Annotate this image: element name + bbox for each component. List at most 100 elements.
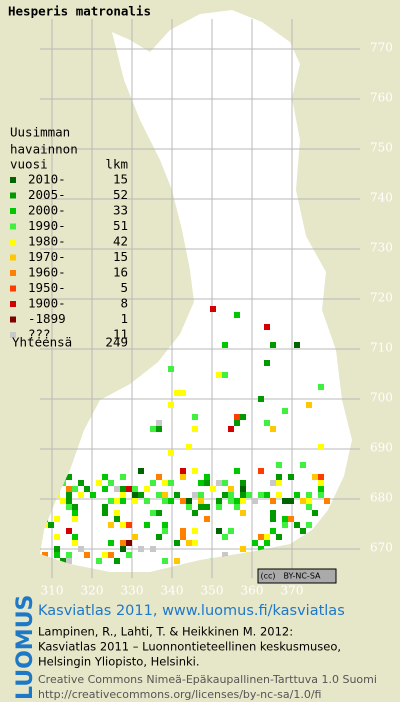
observation — [192, 414, 198, 420]
observation — [108, 498, 114, 504]
observation — [186, 444, 192, 450]
observation — [306, 498, 312, 504]
observation — [324, 558, 330, 564]
observation — [210, 306, 216, 312]
observation — [318, 384, 324, 390]
observation — [210, 486, 216, 492]
observation — [126, 552, 132, 558]
observation — [300, 462, 306, 468]
observation — [216, 498, 222, 504]
observation — [192, 540, 198, 546]
observation — [162, 480, 168, 486]
observation — [168, 450, 174, 456]
legend-swatch — [10, 316, 16, 323]
observation — [198, 480, 204, 486]
observation — [270, 426, 276, 432]
observation — [66, 474, 72, 480]
observation — [162, 528, 168, 534]
observation — [270, 516, 276, 522]
observation — [66, 558, 72, 564]
observation — [264, 324, 270, 330]
logo: LUOMUS — [13, 595, 38, 700]
grid-label: 330 — [121, 584, 144, 598]
observation — [234, 414, 240, 420]
observation — [276, 474, 282, 480]
grid-label: 320 — [81, 584, 104, 598]
observation — [234, 420, 240, 426]
observation — [264, 540, 270, 546]
legend-swatch — [10, 208, 16, 214]
observation — [150, 480, 156, 486]
observation — [66, 504, 72, 510]
observation — [192, 426, 198, 432]
observation — [54, 552, 60, 558]
observation — [204, 474, 210, 480]
observation — [306, 522, 312, 528]
observation — [258, 534, 264, 540]
observation — [324, 516, 330, 522]
legend-swatch — [10, 301, 16, 307]
observation — [240, 498, 246, 504]
legend-swatch — [10, 239, 16, 245]
legend-col: lkm — [105, 157, 128, 172]
observation — [156, 474, 162, 480]
observation — [132, 534, 138, 540]
grid-label: 710 — [370, 341, 393, 355]
observation — [180, 498, 186, 504]
legend-label: 1970- — [28, 249, 66, 264]
observation — [174, 540, 180, 546]
observation — [234, 468, 240, 474]
license: Creative Commons Nimeä-Epäkaupallinen-Ta… — [38, 673, 377, 686]
observation — [198, 504, 204, 510]
observation — [54, 516, 60, 522]
observation — [210, 558, 216, 564]
legend-swatch — [10, 192, 16, 199]
species-title: Hesperis matronalis — [8, 4, 151, 19]
legend-label: 1900- — [28, 296, 66, 311]
legend-swatch — [10, 254, 16, 261]
observation — [234, 498, 240, 504]
observation — [132, 492, 138, 498]
observation — [228, 486, 234, 492]
observation — [150, 426, 156, 432]
observation — [156, 426, 162, 432]
observation — [264, 360, 270, 366]
observation — [120, 522, 126, 528]
observation — [216, 480, 222, 486]
observation — [312, 558, 318, 564]
observation — [108, 480, 114, 486]
legend-count: 52 — [113, 187, 128, 202]
legend-label: 2005- — [28, 187, 66, 202]
observation — [240, 510, 246, 516]
observation — [150, 546, 156, 552]
observation — [168, 402, 174, 408]
observation — [276, 492, 282, 498]
observation — [222, 492, 228, 498]
cc: (cc) — [260, 572, 275, 581]
observation-group — [66, 420, 276, 564]
grid-label: 700 — [370, 391, 393, 405]
legend-label: 1990- — [28, 218, 66, 233]
observation — [114, 558, 120, 564]
legend-label: ??? — [28, 327, 51, 342]
observation — [318, 474, 324, 480]
observation — [156, 534, 162, 540]
observation — [54, 468, 60, 474]
observation — [204, 504, 210, 510]
license: http://creativecommons.org/licenses/by-n… — [38, 688, 321, 701]
observation — [222, 480, 228, 486]
observation — [258, 468, 264, 474]
legend-col: vuosi — [10, 157, 48, 172]
observation — [180, 474, 186, 480]
observation — [240, 546, 246, 552]
observation-group — [42, 474, 330, 564]
observation — [132, 498, 138, 504]
observation — [102, 504, 108, 510]
observation — [192, 510, 198, 516]
observation — [144, 486, 150, 492]
legend-heading: Uusimman — [10, 125, 70, 140]
observation — [252, 540, 258, 546]
observation — [192, 528, 198, 534]
observation — [192, 468, 198, 474]
observation — [264, 420, 270, 426]
